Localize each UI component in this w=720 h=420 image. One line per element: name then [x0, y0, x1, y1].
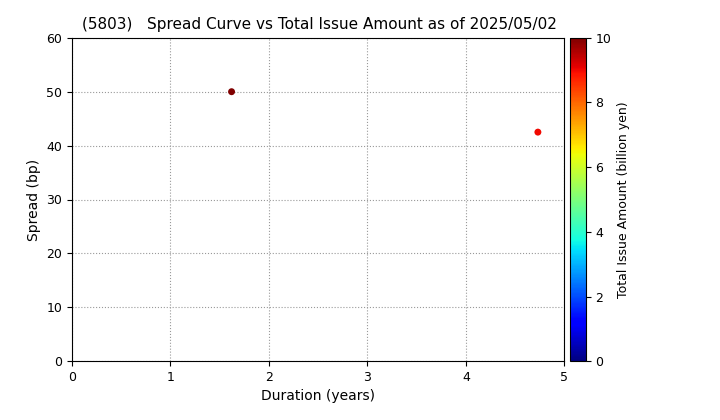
Text: (5803)   Spread Curve vs Total Issue Amount as of 2025/05/02: (5803) Spread Curve vs Total Issue Amoun… — [82, 18, 557, 32]
Point — [532, 129, 544, 136]
Point — [226, 88, 238, 95]
X-axis label: Duration (years): Duration (years) — [261, 389, 375, 404]
Y-axis label: Total Issue Amount (billion yen): Total Issue Amount (billion yen) — [617, 101, 630, 298]
Y-axis label: Spread (bp): Spread (bp) — [27, 158, 41, 241]
